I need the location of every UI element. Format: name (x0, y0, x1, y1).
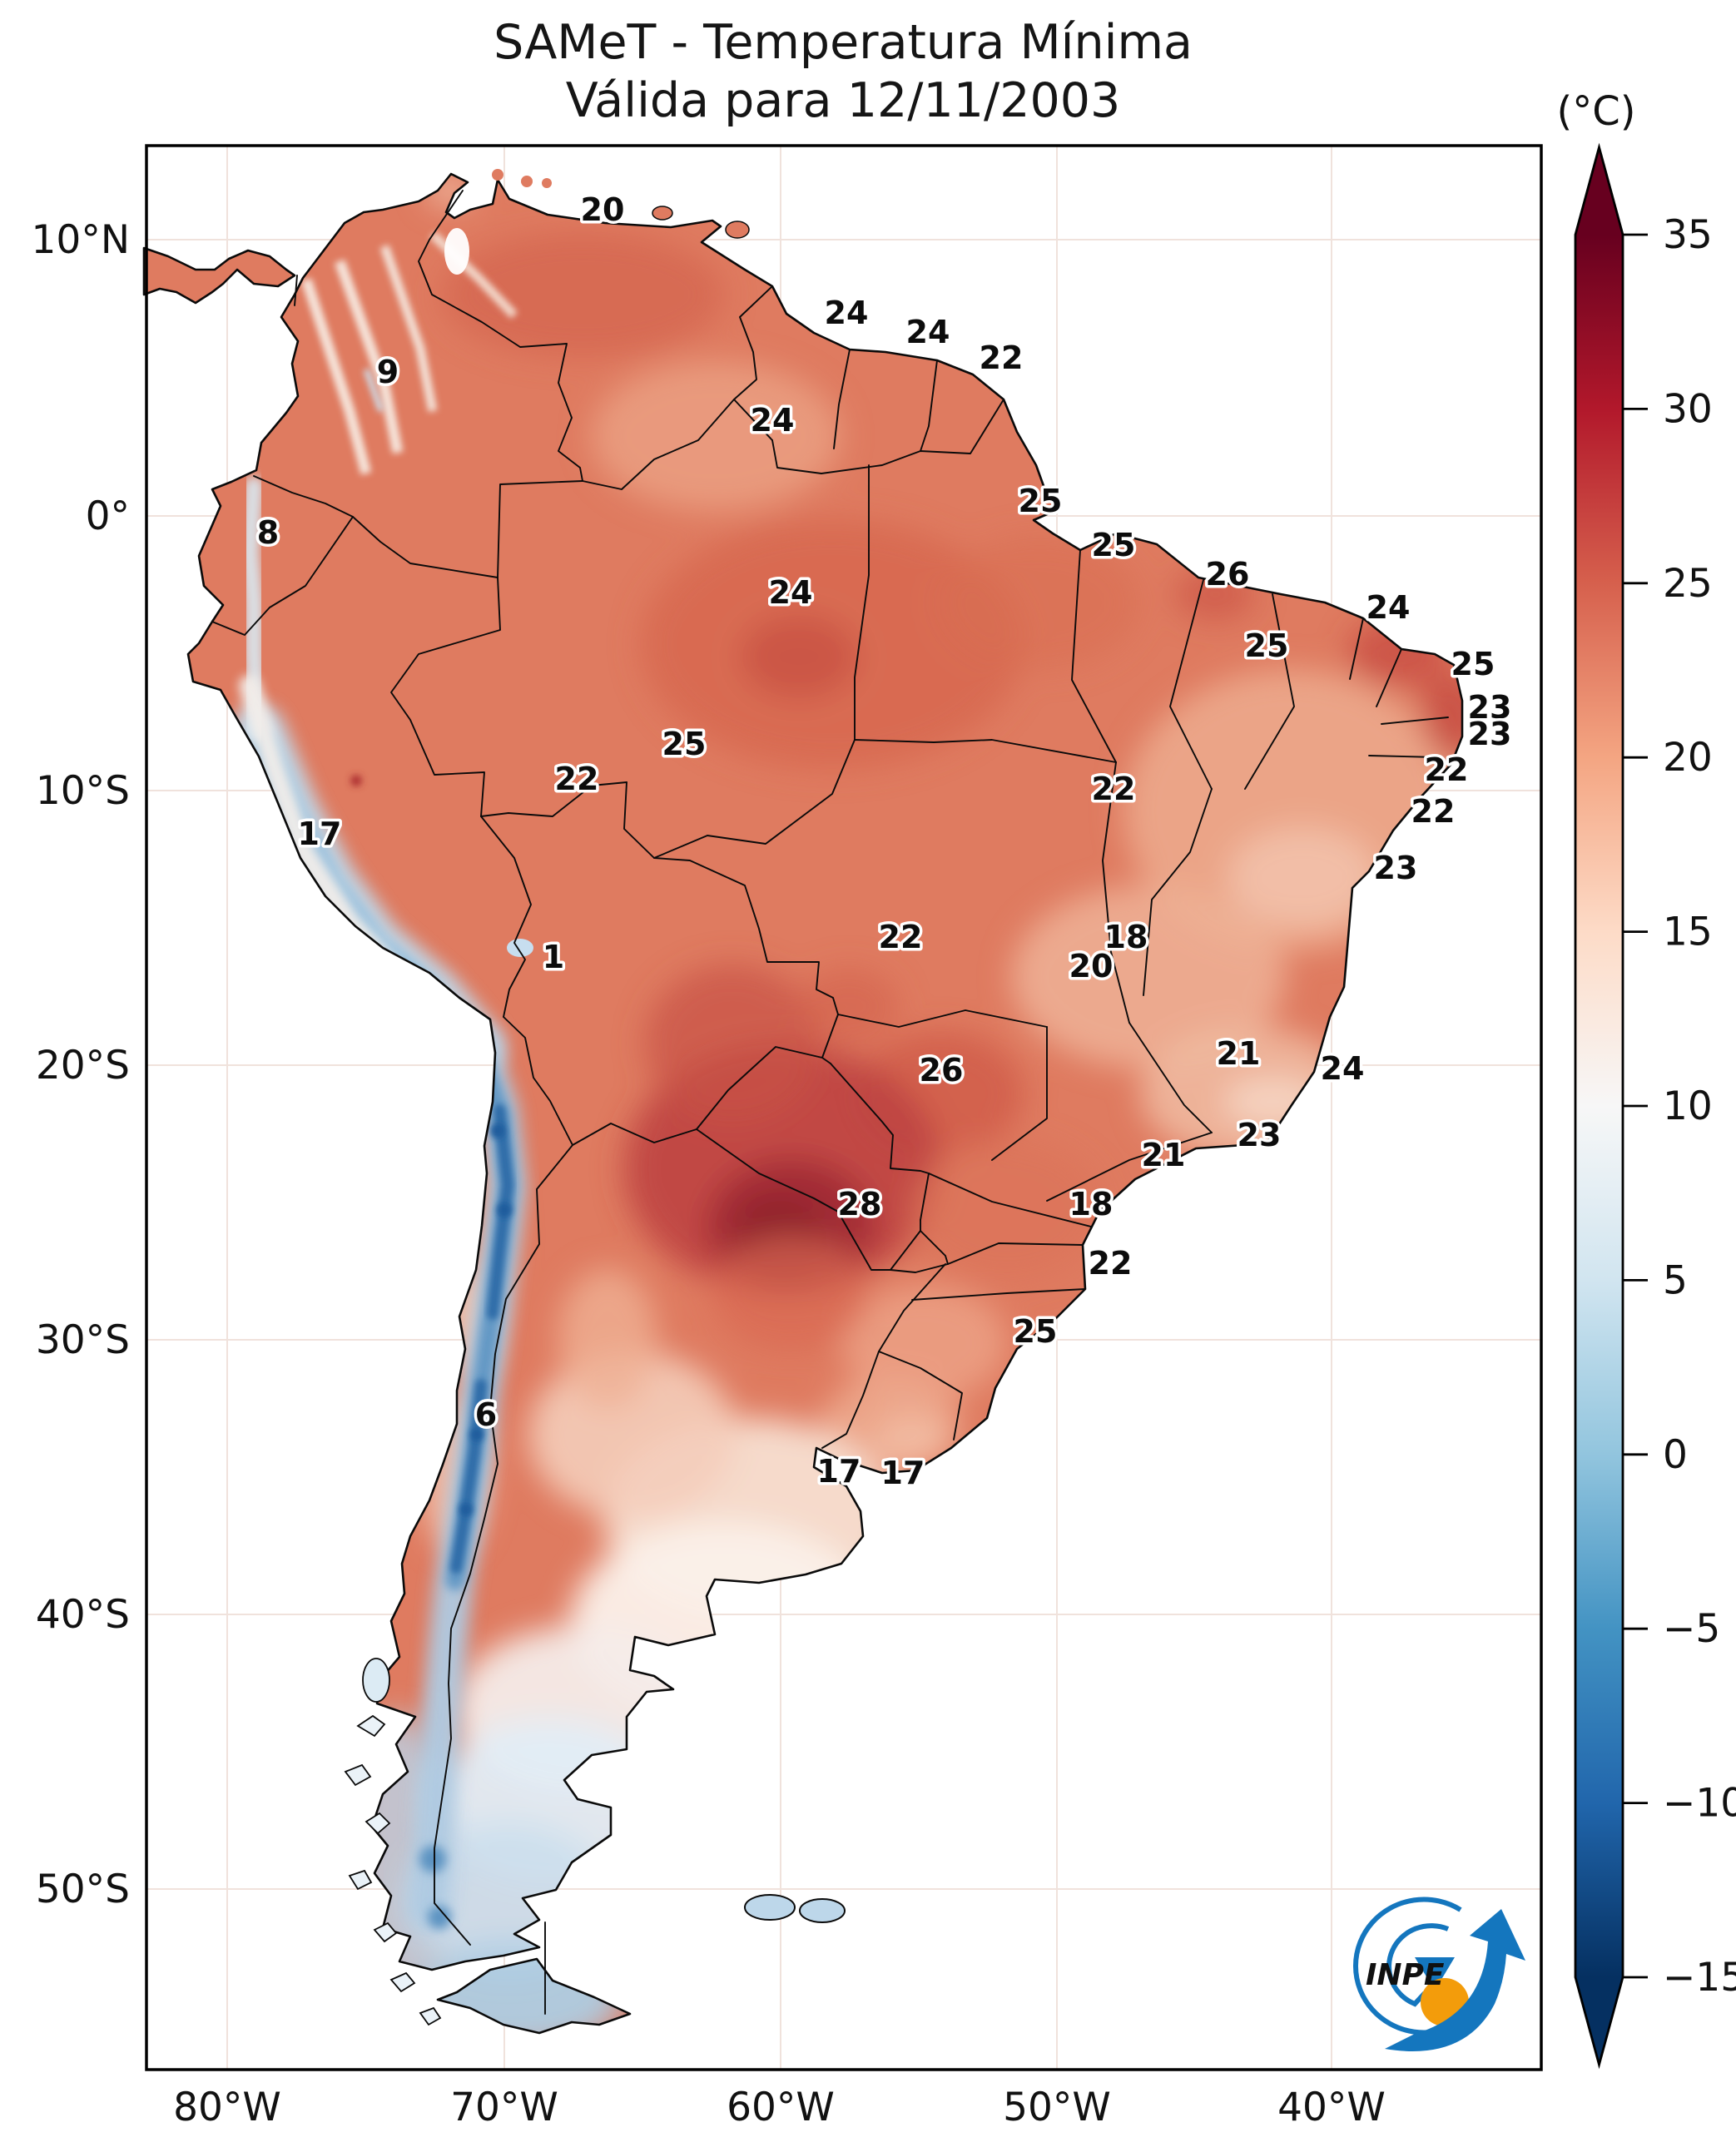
colorbar-gradient-bar (1575, 235, 1623, 1977)
station-temp-label: 26 (1206, 556, 1250, 593)
country-and-state-borders (211, 190, 1449, 2015)
lon-tick-label: 60°W (727, 2085, 835, 2130)
station-temp-label: 17 (817, 1453, 861, 1490)
map-frame (145, 144, 1543, 2071)
station-temp-label: 24 (1366, 589, 1411, 626)
station-temp-label: 22 (1089, 1245, 1133, 1282)
station-temp-label: 8 (257, 514, 279, 551)
colorbar-tick-label: −15 (1663, 1955, 1736, 2001)
station-temp-label: 23 (1468, 689, 1512, 726)
longitude-axis-labels: 80°W 70°W 60°W 50°W 40°W (173, 2085, 1386, 2130)
station-temp-label: 23 (1374, 850, 1418, 886)
inpe-logo-down-arrow-icon (1415, 1957, 1455, 1991)
islands (344, 169, 846, 2026)
station-temp-label: 24 (825, 295, 869, 331)
lat-tick-label: 0° (86, 493, 130, 539)
lake-titicaca (507, 939, 533, 957)
inpe-logo-curved-arrow-icon (1385, 1909, 1525, 2051)
colorbar-under-arrow (1575, 1977, 1623, 2065)
station-temp-label: 6 (475, 1396, 497, 1433)
colorbar-tick-label: 10 (1663, 1083, 1713, 1129)
lon-tick-label: 50°W (1003, 2085, 1111, 2130)
inpe-logo-text: INPE (1366, 1958, 1445, 1992)
colorbar: 35 30 25 20 15 10 5 0 −5 −10 −15 (°C) (1557, 88, 1736, 2070)
station-temp-label: 25 (1451, 646, 1495, 682)
station-temp-label: 18 (1104, 919, 1148, 955)
colorbar-tick-label: 20 (1663, 735, 1713, 781)
inpe-logo-outer-swirl-icon (1353, 1897, 1462, 2035)
station-temp-label: 23 (1238, 1117, 1282, 1153)
colorbar-tick-label: 0 (1663, 1432, 1688, 1478)
station-temp-label: 25 (1245, 627, 1289, 664)
lat-tick-label: 50°S (36, 1867, 130, 1912)
station-temp-label: 20 (1069, 948, 1114, 984)
station-temp-label: 24 (1321, 1050, 1365, 1087)
station-temp-label: 28 (838, 1186, 882, 1222)
figure-title-line1: SAMeT - Temperatura Mínima (494, 15, 1193, 70)
station-temp-label: 24 (769, 574, 813, 611)
station-temp-label: 21 (1142, 1137, 1186, 1173)
land-geometry (142, 169, 1464, 2035)
station-temp-label: 21 (1217, 1035, 1261, 1072)
station-temp-label: 25 (1014, 1313, 1058, 1350)
station-temp-label: 22 (1092, 771, 1136, 807)
lat-tick-label: 10°N (32, 217, 130, 263)
colorbar-tick-label: 30 (1663, 386, 1713, 432)
inpe-logo: INPE (1353, 1897, 1525, 2051)
latitude-axis-labels: 10°N 0° 10°S 20°S 30°S 40°S 50°S (32, 217, 130, 1912)
station-temp-label: 25 (1019, 483, 1063, 519)
station-temp-label: 25 (662, 726, 707, 762)
lon-tick-label: 70°W (450, 2085, 558, 2130)
lake-maracaibo (444, 228, 469, 275)
colorbar-tick-label: −5 (1663, 1606, 1720, 1652)
colorbar-ticks: 35 30 25 20 15 10 5 0 −5 −10 −15 (1623, 212, 1736, 2001)
colorbar-tick-label: 35 (1663, 212, 1713, 258)
lat-tick-label: 10°S (36, 768, 130, 814)
station-temp-label: 20 (581, 191, 625, 228)
station-temp-label: 17 (881, 1455, 925, 1491)
station-temp-label: 17 (298, 816, 342, 852)
lon-tick-label: 80°W (173, 2085, 281, 2130)
lat-tick-label: 40°S (36, 1592, 130, 1638)
station-temp-label: 22 (1411, 793, 1456, 830)
lat-tick-label: 20°S (36, 1043, 130, 1088)
inpe-logo-inner-swirl-icon (1386, 1923, 1450, 2007)
colorbar-over-arrow (1575, 147, 1623, 235)
station-temp-label: 26 (920, 1052, 964, 1088)
station-temp-label: 22 (1425, 751, 1469, 788)
station-temp-label: 23 (1468, 716, 1512, 752)
panama-coastline (142, 246, 296, 305)
south-america-coastline (186, 172, 1464, 1971)
lat-tick-label: 30°S (36, 1317, 130, 1363)
lon-tick-label: 40°W (1277, 2085, 1386, 2130)
station-temp-label: 9 (377, 354, 399, 390)
tierra-del-fuego-coastline (436, 1957, 632, 2035)
station-temp-label: 25 (1092, 527, 1136, 563)
station-temp-label: 24 (906, 314, 950, 350)
colorbar-tick-label: 25 (1663, 561, 1713, 607)
colorbar-tick-label: 5 (1663, 1257, 1688, 1303)
station-temp-label: 22 (555, 761, 599, 797)
figure-title-line2: Válida para 12/11/2003 (566, 73, 1121, 128)
station-temp-label: 22 (879, 919, 923, 955)
station-temp-label: 24 (751, 402, 795, 439)
colorbar-tick-label: −10 (1663, 1781, 1736, 1827)
colorbar-tick-label: 15 (1663, 910, 1713, 955)
station-temp-label: 22 (980, 340, 1024, 376)
station-temp-label: 1 (543, 939, 564, 975)
station-temp-label: 18 (1069, 1186, 1114, 1222)
colorbar-unit-label: (°C) (1557, 88, 1636, 135)
